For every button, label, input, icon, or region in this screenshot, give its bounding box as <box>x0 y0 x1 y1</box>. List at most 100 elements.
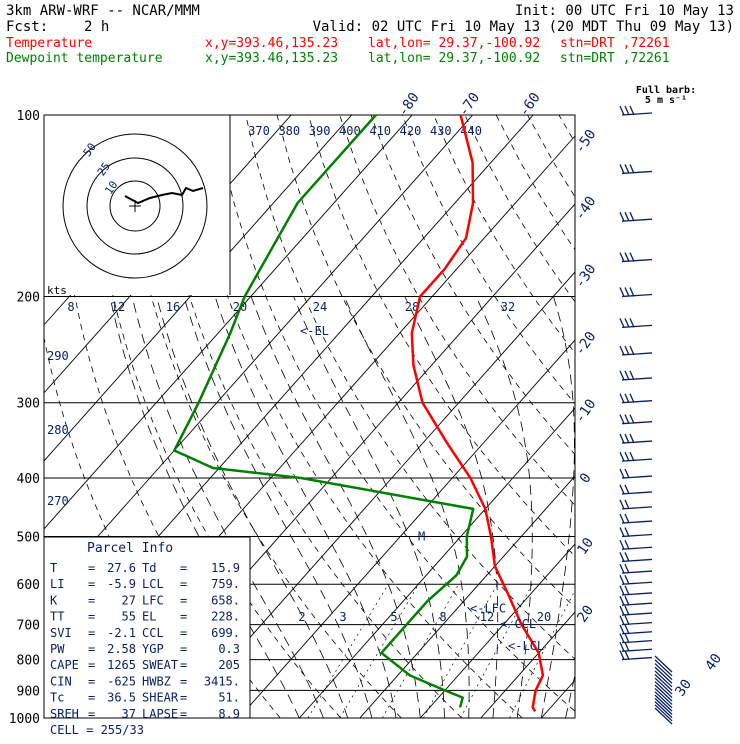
wind-barb-staff <box>622 401 652 403</box>
parcel-info-key: TT <box>50 610 64 624</box>
wind-barb-flag <box>625 651 629 660</box>
hodograph-speed-tick: 32 <box>501 300 515 314</box>
theta-e-label: 390 <box>309 124 331 138</box>
wind-barb-flag <box>625 564 629 573</box>
dewpoint-legend-stn: stn=DRT ,72261 <box>560 51 670 66</box>
parcel-info-key: LAPSE <box>142 707 178 721</box>
wind-barb-flag <box>625 514 629 523</box>
wind-barb-flag <box>625 371 629 380</box>
temperature-legend-xy: x,y=393.46,135.23 <box>205 36 338 51</box>
parcel-info-equals: = <box>180 691 187 705</box>
hodograph-background <box>44 115 230 295</box>
wind-barb-flag <box>620 288 624 297</box>
wind-barb-staff <box>622 658 652 660</box>
wind-barb-flag <box>630 434 634 443</box>
parcel-info-key: LI <box>50 577 64 591</box>
wind-barb-flag <box>620 415 624 424</box>
wind-barb-flag <box>625 527 629 536</box>
parcel-info-value: 36.5 <box>107 691 136 705</box>
wind-barb-flag <box>625 452 629 461</box>
dewpoint-legend-latlon: lat,lon= 29.37,-100.92 <box>368 51 540 66</box>
isotherm-line <box>239 115 740 718</box>
wind-barb-staff <box>622 295 652 297</box>
parcel-info-equals: = <box>180 658 187 672</box>
wind-barb-staff <box>622 521 652 523</box>
fcst-value: 2 h <box>84 19 109 35</box>
parcel-info-value: 51. <box>218 691 240 705</box>
mixing-ratio-label: 8 <box>439 610 446 624</box>
wind-barb-flag <box>630 371 634 380</box>
wind-barb-flag <box>620 253 624 262</box>
pressure-label: 700 <box>17 619 40 634</box>
wind-barb-flag <box>630 452 634 461</box>
theta-e-label: 410 <box>369 124 391 138</box>
wind-barb-flag <box>620 616 624 625</box>
wind-barb-flag <box>620 500 624 509</box>
wind-barb-flag <box>620 346 624 355</box>
parcel-info-equals: = <box>180 593 187 607</box>
parcel-info-key: LCL <box>142 577 164 591</box>
moist-adiabat <box>294 297 445 719</box>
parcel-info-key: CCL <box>142 626 164 640</box>
parcel-info-equals: = <box>88 707 95 721</box>
mixing-ratio-label: 3 <box>339 610 346 624</box>
wind-barb-flag <box>620 434 624 443</box>
wind-barb-flag <box>630 106 634 115</box>
parcel-info-equals: = <box>180 674 187 688</box>
wind-barb-flag <box>625 606 629 615</box>
wind-barb-flag <box>620 596 624 605</box>
isotherm-line <box>602 115 740 718</box>
wind-barb-staff <box>622 171 652 173</box>
isotherm-label: 40 <box>702 651 725 674</box>
wind-barb-flag <box>625 106 629 115</box>
parcel-info-value: 27 <box>122 593 136 607</box>
fcst-label: Fcst: <box>6 19 48 35</box>
wind-barb-staff <box>622 378 652 380</box>
theta-label: 290 <box>47 349 69 363</box>
parcel-info-key: Tc <box>50 691 64 705</box>
temperature-legend-stn: stn=DRT ,72261 <box>560 36 670 51</box>
isotherm-label: 30 <box>672 677 695 700</box>
theta-e-label: 420 <box>400 124 422 138</box>
parcel-info-equals: = <box>88 674 95 688</box>
wind-barb-flag <box>620 469 624 478</box>
wind-barb-flag <box>625 164 629 173</box>
wind-barb-staff <box>622 492 652 494</box>
parcel-marker-label: <-LFC <box>470 601 506 615</box>
hodograph-speed-tick: 8 <box>67 300 74 314</box>
wind-barb-staff <box>622 260 652 262</box>
parcel-info-key: SWEAT <box>142 658 178 672</box>
parcel-info-title: Parcel Info <box>87 541 173 556</box>
parcel-marker-label: <-CCL <box>500 617 536 631</box>
pressure-label: 300 <box>17 397 40 412</box>
isotherm-label: 20 <box>574 603 597 626</box>
parcel-info-key: HWBZ <box>142 674 171 688</box>
mixing-ratio-label: 5 <box>390 610 397 624</box>
hodograph-kts-label: kts <box>47 284 67 297</box>
parcel-info-key: YGP <box>142 642 164 656</box>
parcel-info-key: T <box>50 561 57 575</box>
wind-barb-flag <box>625 625 629 634</box>
dry-adiabat <box>590 115 740 718</box>
mixing-ratio-label: 2 <box>298 610 305 624</box>
wind-barb-flag <box>625 485 629 494</box>
parcel-marker-label: M <box>418 529 425 543</box>
theta-label: 270 <box>47 494 69 508</box>
isotherm-line <box>662 115 740 718</box>
wind-barb-flag <box>620 106 624 115</box>
moist-adiabat <box>251 297 420 719</box>
temperature-legend-name: Temperature <box>6 36 92 51</box>
wind-barb-flag <box>625 616 629 625</box>
wind-barb-staff <box>622 353 652 355</box>
parcel-info-value: -2.1 <box>107 626 136 640</box>
pressure-label: 900 <box>17 684 40 699</box>
wind-barb-flag <box>625 318 629 327</box>
wind-barb-flag <box>625 469 629 478</box>
wind-barb-flag <box>630 394 634 403</box>
theta-e-label: 380 <box>278 124 300 138</box>
wind-barb-flag <box>620 634 624 643</box>
parcel-info-value: 0.3 <box>218 642 240 656</box>
wind-barb-flag <box>620 586 624 595</box>
parcel-info-key: CIN <box>50 674 72 688</box>
